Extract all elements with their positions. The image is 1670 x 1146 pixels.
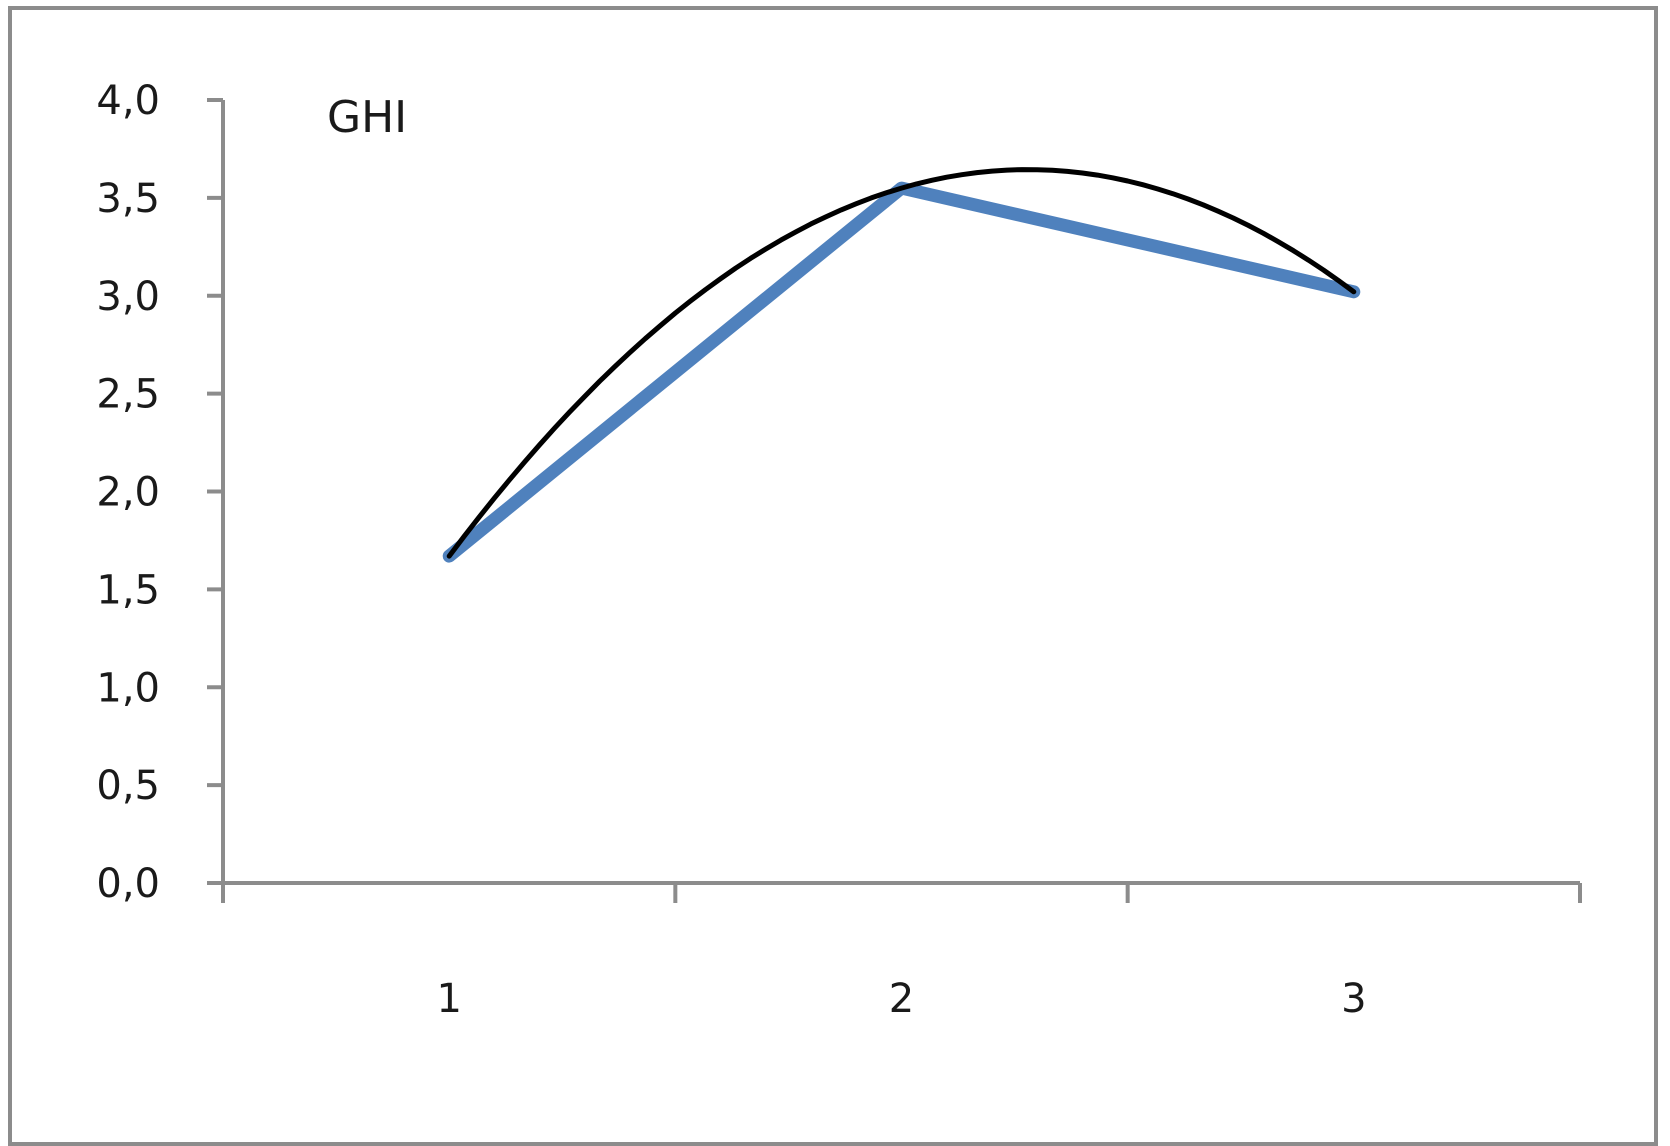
y-tick-label: 3,0 bbox=[96, 274, 160, 320]
y-tick-label: 3,5 bbox=[96, 176, 160, 222]
y-ticks: 0,0 0,5 1,0 1,5 2,0 2,5 3,0 3,5 4,0 bbox=[96, 78, 223, 907]
y-tick-label: 0,5 bbox=[96, 763, 160, 809]
y-tick-label: 2,5 bbox=[96, 372, 160, 418]
x-tick-label: 2 bbox=[889, 976, 914, 1022]
y-tick-label: 2,0 bbox=[96, 470, 160, 516]
chart-frame bbox=[8, 6, 1658, 1146]
chart-svg: GHI 0,0 0,5 1,0 1,5 2,0 2,5 3,0 3,5 4,0 1 2 3 bbox=[96, 78, 1582, 1022]
series-layer bbox=[442, 167, 1361, 563]
x-tick-label: 1 bbox=[436, 976, 461, 1022]
trendline-series bbox=[446, 167, 1357, 559]
y-tick-label: 0,0 bbox=[96, 861, 160, 907]
x-tick-label: 3 bbox=[1341, 976, 1366, 1022]
x-ticks: 1 2 3 bbox=[221, 883, 1582, 1022]
chart-title: GHI bbox=[327, 92, 407, 143]
y-tick-label: 1,5 bbox=[96, 567, 160, 613]
data-series-line bbox=[442, 181, 1361, 563]
y-tick-label: 4,0 bbox=[96, 78, 160, 124]
y-tick-label: 1,0 bbox=[96, 665, 160, 711]
